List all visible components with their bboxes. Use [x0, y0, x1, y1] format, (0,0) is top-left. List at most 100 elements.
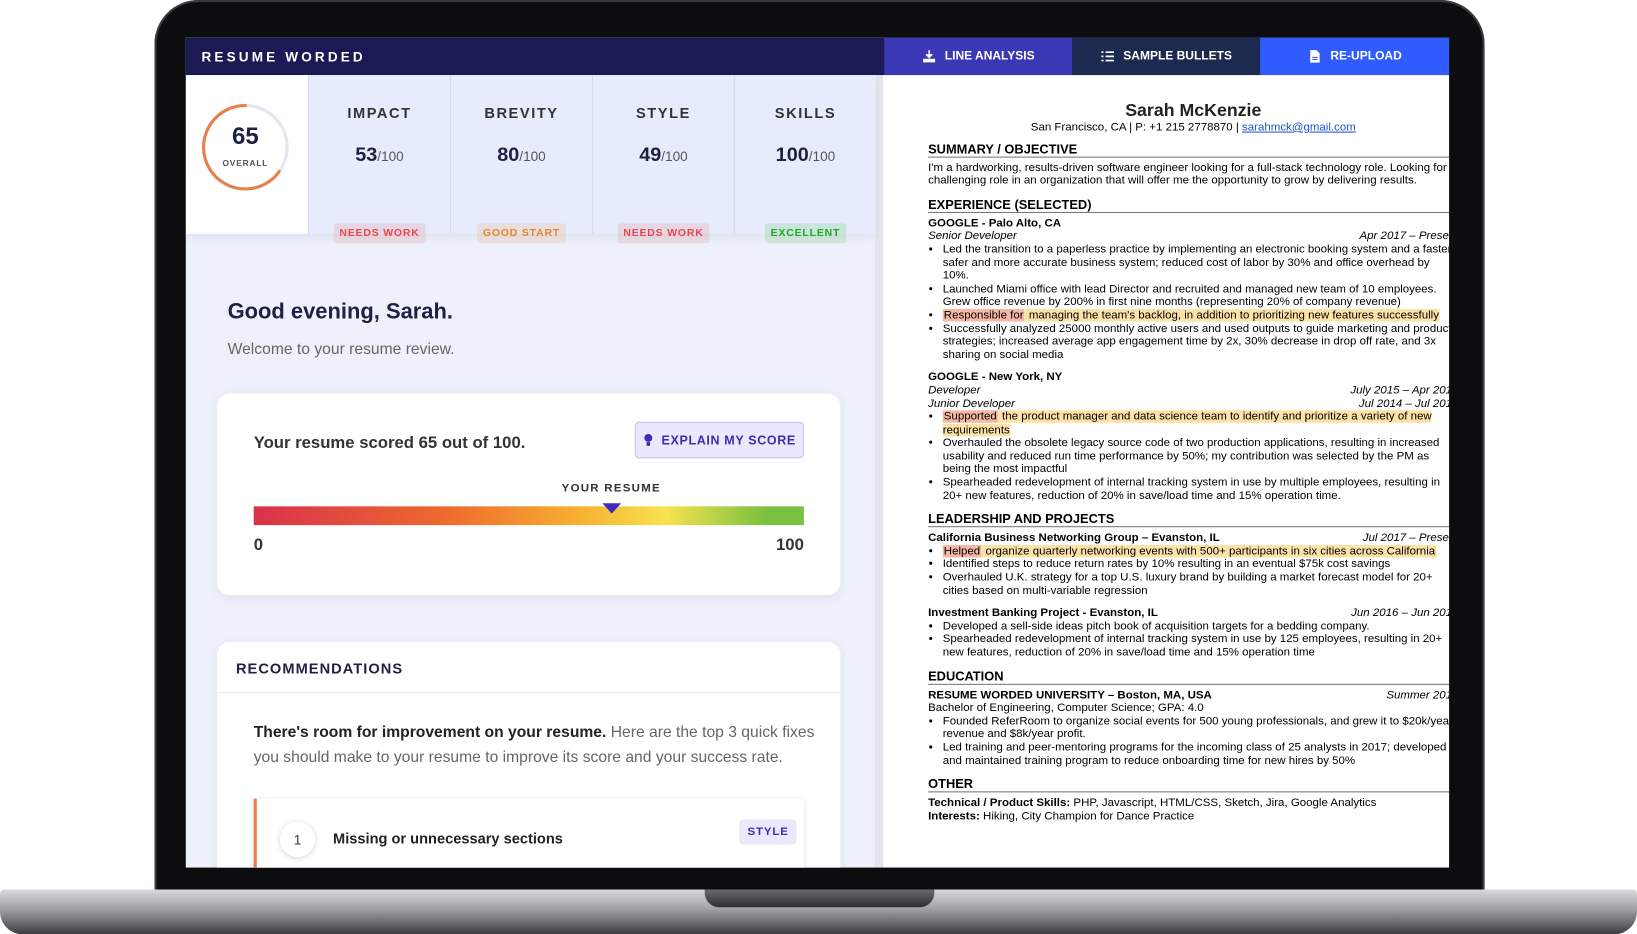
entry-header: California Business Networking Group – E… [928, 532, 1449, 545]
entry-date: Jul 2017 – Present [1362, 531, 1450, 545]
entry-org: California Business Networking Group – E… [928, 531, 1220, 545]
icon [923, 50, 936, 63]
status-pill: NEEDS WORK [617, 223, 710, 244]
marker-label: YOUR RESUME [561, 482, 661, 495]
nav-button[interactable]: RE-UPLOAD [1260, 37, 1450, 76]
bullet: Identified steps to reduce return rates … [943, 558, 1449, 571]
score-category: SKILLS 100/100 EXCELLENT [733, 75, 876, 244]
section-title: EXPERIENCE (SELECTED) [928, 197, 1450, 213]
button-label: EXPLAIN MY SCORE [661, 432, 796, 448]
resume-section: EXPERIENCE (SELECTED) GOOGLE - Palo Alto,… [928, 197, 1450, 502]
score-strip: 65 OVERALL IMPACT 53/100 NEEDS WORK BREVITY… [185, 75, 876, 244]
section-text: I'm a hardworking, results-driven softwa… [928, 161, 1450, 188]
entry-header: GOOGLE - Palo Alto, CA [928, 217, 1449, 230]
highlight: the product manager and data science tea… [942, 410, 1432, 437]
resume-section: SUMMARY / OBJECTIVE I'm a hardworking, re… [928, 142, 1450, 188]
resume-entry: Investment Banking Project - Evanston, I… [928, 607, 1449, 660]
score-card: Your resume scored 65 out of 100. EXPLAI… [217, 393, 841, 596]
icon [1101, 51, 1114, 62]
entry-detail: Bachelor of Engineering, Computer Scienc… [928, 701, 1204, 715]
entry-role: Developer July 2015 – Apr 2017 [928, 384, 1449, 397]
rec-intro: There's room for improvement on your res… [254, 720, 818, 769]
score-max: /100 [808, 148, 836, 164]
bullet: Overhauled the obsolete legacy source co… [943, 437, 1449, 476]
bullet: Responsible for managing the team's back… [942, 308, 1449, 322]
bullet: Overhauled U.K. strategy for a top U.S. … [943, 571, 1449, 597]
overall-value: 65 [232, 123, 259, 150]
entry-role: Senior Developer Apr 2017 – Present [928, 230, 1449, 243]
separator [874, 75, 884, 868]
recommendations: RECOMMENDATIONS There's room for improve… [217, 642, 841, 868]
entry-date: Jun 2016 – Jun 2017 [1351, 606, 1450, 620]
role-date: July 2015 – Apr 2017 [1350, 384, 1450, 397]
section-title: SUMMARY / OBJECTIVE [928, 142, 1450, 158]
category-score: 80/100 [451, 144, 592, 167]
status-pill: EXCELLENT [764, 223, 847, 244]
screen: RESUME WORDED LINE ANALYSIS SAMPLE BULLE… [185, 37, 1450, 868]
resume-entry: GOOGLE - New York, NY Developer July 2015 … [928, 371, 1449, 502]
greeting-sub: Welcome to your resume review. [227, 340, 455, 359]
category-name: BREVITY [484, 104, 559, 122]
bullet: Successfully analyzed 25000 monthly acti… [943, 322, 1449, 361]
scale-max: 100 [776, 536, 804, 555]
category-score: 100/100 [735, 144, 876, 167]
explain-button[interactable]: EXPLAIN MY SCORE [634, 421, 804, 459]
nav-button[interactable]: SAMPLE BULLETS [1072, 37, 1261, 76]
bullet: Spearheaded redevelopment of internal tr… [943, 633, 1449, 659]
resume: Sarah McKenzie San Francisco, CA | P: +1 … [928, 100, 1450, 823]
entry-org: GOOGLE - New York, NY [928, 370, 1063, 384]
bullet: Led the transition to a paperless practi… [943, 243, 1449, 282]
resume-name: Sarah McKenzie [1125, 100, 1262, 121]
resume-entry: California Business Networking Group – E… [928, 532, 1449, 598]
role-title: Senior Developer [928, 230, 1017, 243]
nav-label: SAMPLE BULLETS [1123, 50, 1232, 63]
section-title: LEADERSHIP AND PROJECTS [928, 512, 1450, 528]
score-max: /100 [377, 148, 404, 164]
score-ring: 65 OVERALL [202, 103, 289, 191]
category-score: 53/100 [309, 144, 450, 167]
other-line: Technical / Product Skills: PHP, Javascr… [928, 797, 1449, 810]
nav-label: RE-UPLOAD [1330, 50, 1402, 63]
entry-role: Junior Developer Jul 2014 – Jul 2015 [928, 397, 1449, 410]
line-label: Technical / Product Skills: [928, 796, 1071, 810]
top-bar: RESUME WORDED LINE ANALYSIS SAMPLE BULLE… [185, 37, 1450, 76]
bullet: Developed a sell-side ideas pitch book o… [943, 620, 1449, 633]
resume-section: OTHER Technical / Product Skills: PHP, Ja… [928, 777, 1450, 823]
category-name: STYLE [635, 104, 691, 122]
bullet: Supported the product manager and data s… [942, 410, 1449, 437]
score-category: IMPACT 53/100 NEEDS WORK [307, 75, 450, 244]
bullet-list: Developed a sell-side ideas pitch book o… [928, 620, 1449, 659]
highlight: organize quarterly networking events wit… [981, 544, 1437, 558]
bullet-list: Helped organize quarterly networking eve… [928, 544, 1449, 598]
bullet: Helped organize quarterly networking eve… [942, 544, 1449, 558]
rec-tag: STYLE [739, 819, 798, 845]
resume-entry: GOOGLE - Palo Alto, CA Senior Developer Ap… [928, 217, 1449, 362]
rec-item-title: Missing or unnecessary sections [333, 829, 563, 847]
nav-button[interactable]: LINE ANALYSIS [884, 37, 1073, 76]
resume-section: LEADERSHIP AND PROJECTS California Busine… [928, 512, 1450, 660]
entry-header: Investment Banking Project - Evanston, I… [928, 607, 1449, 620]
bullet: Led training and peer-mentoring programs… [943, 741, 1449, 767]
resume-section: EDUCATION RESUME WORDED UNIVERSITY – Bost… [928, 669, 1450, 768]
category-name: SKILLS [774, 104, 837, 122]
role-date: Jul 2014 – Jul 2015 [1358, 397, 1450, 410]
highlight: Helped [942, 544, 982, 558]
score-bar [253, 506, 804, 526]
bullet-list: Supported the product manager and data s… [928, 410, 1449, 502]
role-title: Developer [928, 384, 981, 397]
contact: San Francisco, CA | P: +1 215 2778870 | [1030, 121, 1239, 134]
bullet-list: Led the transition to a paperless practi… [928, 243, 1449, 361]
role-title: Junior Developer [928, 397, 1015, 410]
laptop-notch [704, 889, 935, 908]
rec-intro-bold: There's room for improvement on your res… [253, 723, 607, 742]
email[interactable]: sarahmck@gmail.com [1242, 121, 1356, 134]
rec-item[interactable]: 1 Missing or unnecessary sections STYLE [253, 798, 804, 868]
overall-label: OVERALL [222, 158, 268, 168]
resume-entry: RESUME WORDED UNIVERSITY – Boston, MA, U… [928, 689, 1449, 768]
entry-header: GOOGLE - New York, NY [928, 371, 1449, 384]
rec-number: 1 [279, 821, 316, 858]
score-value: 100 [775, 144, 809, 166]
status-pill: GOOD START [476, 223, 567, 244]
overall-score: 65 OVERALL [185, 75, 308, 234]
